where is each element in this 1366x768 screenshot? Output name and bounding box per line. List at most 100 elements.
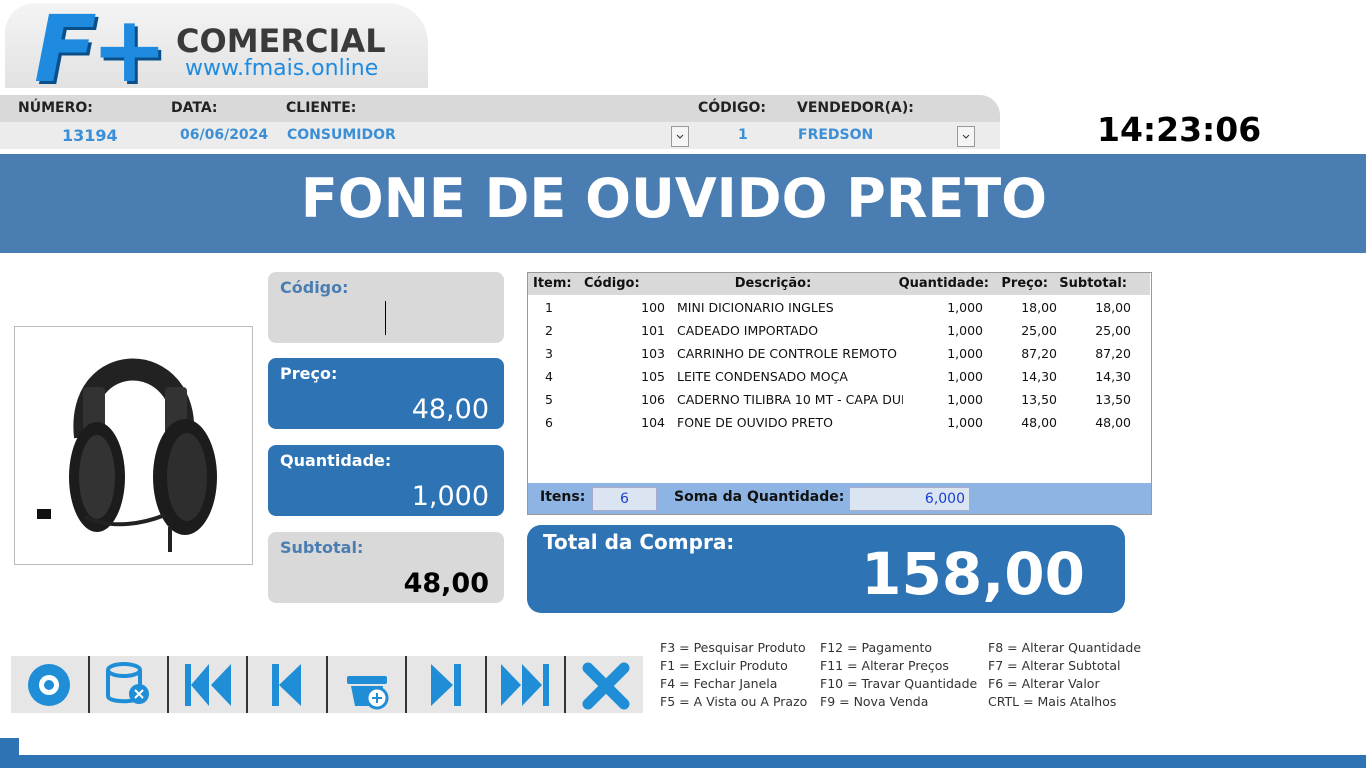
table-cell: 13,50 <box>1095 392 1131 407</box>
column-header: Descrição: <box>734 276 812 291</box>
table-cell: LEITE CONDENSADO MOÇA <box>677 369 848 384</box>
table-cell: 48,00 <box>1021 415 1057 430</box>
cursor <box>385 301 386 335</box>
preco-panel: Preço: 48,00 <box>268 358 504 429</box>
shortcut-hint: F6 = Alterar Valor <box>988 676 1100 691</box>
table-cell: 13,50 <box>1021 392 1057 407</box>
table-cell: 105 <box>641 369 665 384</box>
table-cell: 1,000 <box>947 346 983 361</box>
logo-mark: F+ <box>34 0 168 103</box>
table-cell: CARRINHO DE CONTROLE REMOTO <box>677 346 897 361</box>
button-next[interactable] <box>431 664 461 706</box>
column-header: Código: <box>584 276 640 291</box>
value[interactable]: FREDSON <box>798 127 874 143</box>
panel-label: Preço: <box>280 364 338 383</box>
table-cell: 5 <box>545 392 553 407</box>
table-cell: 25,00 <box>1021 323 1057 338</box>
button-disc[interactable] <box>28 664 70 706</box>
table-cell: 100 <box>641 300 665 315</box>
table-cell: CADEADO IMPORTADO <box>677 323 819 338</box>
shortcut-hint: F5 = A Vista ou A Prazo <box>660 694 808 709</box>
codigo-panel[interactable]: Código: <box>268 272 504 343</box>
bottom-tab <box>0 738 19 756</box>
button-previous[interactable] <box>272 664 301 706</box>
label: CLIENTE: <box>286 100 357 116</box>
clock: 14:23:06 <box>1097 110 1262 149</box>
label: NÚMERO: <box>18 100 93 116</box>
button-first[interactable] <box>185 664 231 706</box>
value: 1 <box>738 127 748 143</box>
column-header: Preço: <box>1001 276 1048 291</box>
shortcut-hint: F4 = Fechar Janela <box>660 676 778 691</box>
value: 06/06/2024 <box>180 127 269 143</box>
panel-value: 48,00 <box>411 394 489 425</box>
shortcut-hint: F1 = Excluir Produto <box>660 658 788 673</box>
table-cell: 18,00 <box>1095 300 1131 315</box>
footer-value: 6 <box>592 487 657 511</box>
table-cell: 101 <box>641 323 665 338</box>
shortcut-hint: F12 = Pagamento <box>820 640 933 655</box>
panel-value: 48,00 <box>403 568 489 599</box>
panel-label: Subtotal: <box>280 538 364 557</box>
table-cell: 14,30 <box>1021 369 1057 384</box>
footer-label: Itens: <box>540 489 586 505</box>
button-add-basket[interactable] <box>347 676 389 710</box>
dropdown[interactable] <box>671 126 689 147</box>
table-cell: 103 <box>641 346 665 361</box>
table-cell: 1,000 <box>947 392 983 407</box>
column-header: Item: <box>533 276 572 291</box>
footer-value: 6,000 <box>849 487 970 511</box>
logo-box <box>5 3 428 88</box>
total-box <box>527 525 1125 613</box>
shortcut-hint: CRTL = Mais Atalhos <box>988 694 1117 709</box>
logo-url: www.fmais.online <box>185 56 379 81</box>
table-cell: 1 <box>545 300 553 315</box>
table-cell: 1,000 <box>947 323 983 338</box>
panel-label: Código: <box>280 278 349 297</box>
label: CÓDIGO: <box>698 100 766 116</box>
label: DATA: <box>171 100 218 116</box>
shortcut-hint: F10 = Travar Quantidade <box>820 676 978 691</box>
table-cell: 48,00 <box>1095 415 1131 430</box>
product-image <box>14 326 253 565</box>
table-cell: 25,00 <box>1095 323 1131 338</box>
table-cell: 104 <box>641 415 665 430</box>
footer-label: Soma da Quantidade: <box>674 489 845 505</box>
button-last[interactable] <box>501 664 549 706</box>
button-delete-db[interactable] <box>106 662 149 704</box>
shortcut-hint: F11 = Alterar Preços <box>820 658 949 673</box>
shortcut-hint: F9 = Nova Venda <box>820 694 929 709</box>
table-cell: 1,000 <box>947 369 983 384</box>
dropdown[interactable] <box>957 126 975 147</box>
logo-brand: COMERCIAL <box>176 22 386 60</box>
value: 13194 <box>62 126 118 145</box>
bottom-bar <box>0 755 1366 768</box>
total-value: 158,00 <box>861 540 1085 608</box>
table-cell: 6 <box>545 415 553 430</box>
column-header: Quantidade: <box>898 276 989 291</box>
total-label: Total da Compra: <box>543 530 735 554</box>
table-cell: CADERNO TILIBRA 10 MT - CAPA DURA <box>677 392 903 407</box>
value[interactable]: CONSUMIDOR <box>287 127 396 143</box>
table-cell: 87,20 <box>1095 346 1131 361</box>
items-table <box>527 272 1152 515</box>
column-header: Subtotal: <box>1059 276 1127 291</box>
header-label-bar <box>0 95 1000 122</box>
panel-value: 1,000 <box>411 481 489 512</box>
table-cell: 18,00 <box>1021 300 1057 315</box>
shortcut-hint: F7 = Alterar Subtotal <box>988 658 1121 673</box>
table-cell: 14,30 <box>1095 369 1131 384</box>
shortcut-hint: F8 = Alterar Quantidade <box>988 640 1142 655</box>
quantidade-panel: Quantidade: 1,000 <box>268 445 504 516</box>
table-cell: 1,000 <box>947 415 983 430</box>
toolbar-icons <box>28 656 630 713</box>
button-close[interactable] <box>582 662 630 710</box>
shortcut-hint: F3 = Pesquisar Produto <box>660 640 806 655</box>
subtotal-panel: Subtotal: 48,00 <box>268 532 504 603</box>
table-cell: 87,20 <box>1021 346 1057 361</box>
table-cell: 2 <box>545 323 553 338</box>
table-header <box>528 273 1150 295</box>
table-cell: 4 <box>545 369 553 384</box>
table-cell: 106 <box>641 392 665 407</box>
